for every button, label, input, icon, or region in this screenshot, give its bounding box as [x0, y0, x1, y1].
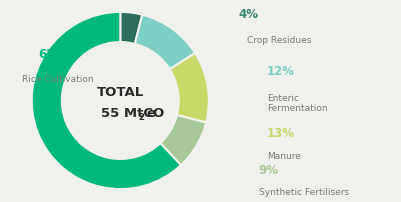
Text: 4%: 4% [239, 8, 259, 21]
Wedge shape [32, 13, 181, 189]
Text: 55 MtCO: 55 MtCO [101, 106, 164, 119]
Text: Rice Cultivation: Rice Cultivation [22, 74, 94, 83]
Text: TOTAL: TOTAL [97, 86, 144, 99]
Wedge shape [120, 13, 142, 45]
Wedge shape [135, 16, 195, 70]
Text: 9%: 9% [259, 163, 279, 176]
Text: 62%: 62% [38, 48, 66, 61]
Text: 2: 2 [138, 112, 144, 121]
Text: 13%: 13% [267, 127, 295, 140]
Text: 12%: 12% [267, 64, 295, 77]
Text: Crop Residues: Crop Residues [247, 36, 311, 45]
Text: Enteric
Fermentation: Enteric Fermentation [267, 93, 327, 113]
Text: Manure: Manure [267, 151, 300, 160]
Text: Synthetic Fertilisers: Synthetic Fertilisers [259, 187, 349, 196]
Wedge shape [170, 54, 209, 123]
Wedge shape [160, 116, 206, 165]
Text: e: e [146, 106, 155, 119]
